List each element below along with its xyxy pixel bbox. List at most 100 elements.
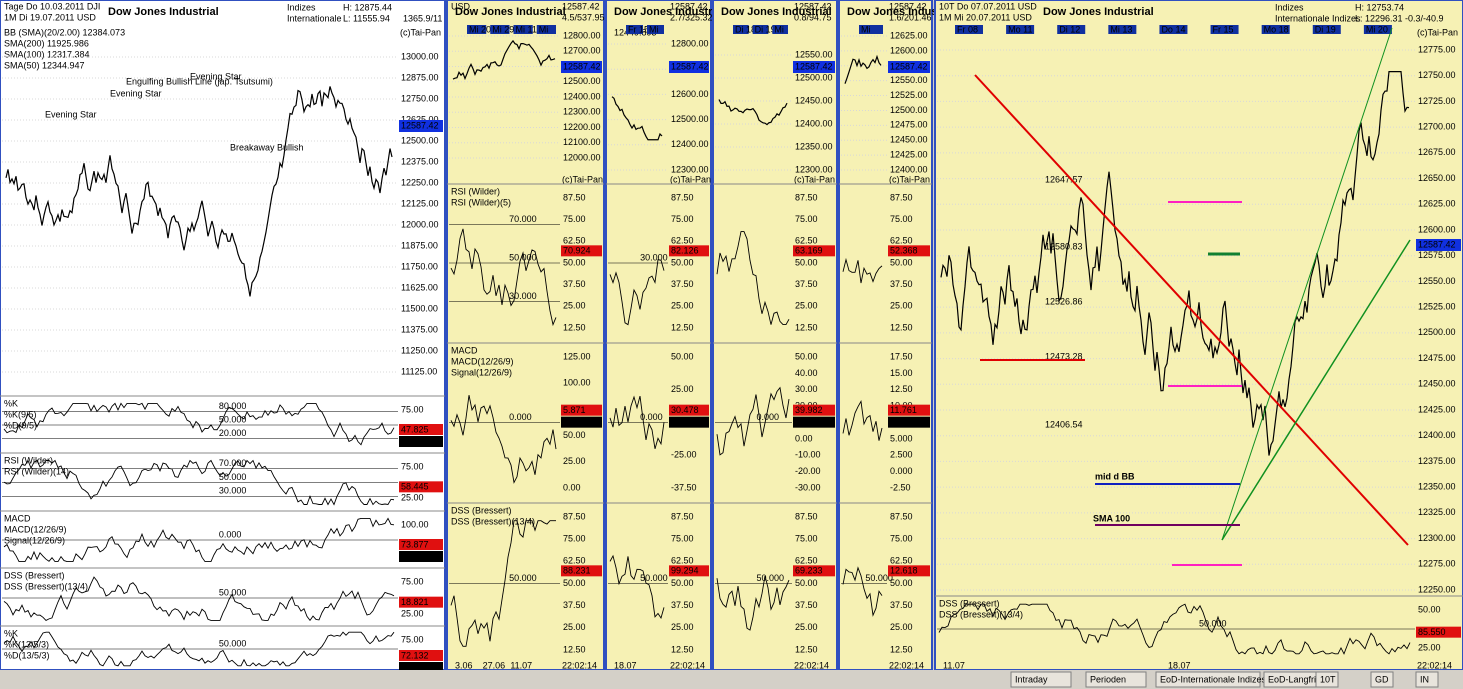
tab-label[interactable]: Perioden — [1090, 674, 1126, 684]
price-tag: 12587.42 — [1418, 239, 1456, 249]
value-tag: 82.126 — [671, 246, 699, 256]
tab[interactable] — [1415, 671, 1439, 688]
y-tick-label: 12100.00 — [563, 137, 601, 147]
sub-tick-label: 75.00 — [401, 576, 424, 586]
panel-title: Dow Jones Industrial — [847, 6, 958, 18]
value-tag-bg — [399, 596, 443, 608]
indicator-label: DSS (Bressert) — [4, 570, 65, 580]
date-chip — [1312, 25, 1341, 34]
sub-tick-label: 37.50 — [890, 600, 913, 610]
tab-label[interactable]: EoD-Langfrist — [1268, 674, 1324, 684]
date-label: Mi 29 — [492, 24, 514, 34]
value-tag: 70.924 — [563, 246, 591, 256]
value-tag-bg — [793, 416, 835, 428]
value-tag: 66.740 — [401, 551, 429, 561]
sub-tick-label: 37.50 — [795, 600, 818, 610]
x-tick-label: 3.06 — [455, 660, 473, 670]
tab[interactable] — [1010, 671, 1072, 688]
copyright: (c)Tai-Pan — [400, 27, 441, 37]
panel-bg — [0, 0, 446, 671]
sub-tick-label: 25.00 — [401, 492, 424, 502]
date-label: Fr 15 — [628, 24, 649, 34]
sub-tick-label: 75.00 — [563, 534, 586, 544]
level-label: 50.000 — [219, 587, 247, 597]
panel-bg — [605, 0, 712, 671]
sub-tick-label: 62.50 — [671, 556, 694, 566]
annotation: Evening Star — [110, 88, 162, 98]
value-tag-bg — [399, 481, 443, 493]
indicator-line — [609, 554, 665, 620]
sub-tick-label: 25.00 — [795, 301, 818, 311]
y-tick-label: 12450.00 — [795, 95, 833, 105]
sub-tick-label: 62.50 — [795, 556, 818, 566]
price-tag: 12587.42 — [401, 120, 439, 130]
sub-tick-label: 25.00 — [563, 456, 586, 466]
value-tag: 58.445 — [401, 482, 429, 492]
header-text: Tage Do 10.03.2011 DJI — [4, 1, 100, 11]
sub-tick-label: 0.00 — [563, 482, 581, 492]
indicator-label: Signal(12/26/9) — [451, 367, 512, 377]
sub-tick-label: 37.50 — [671, 279, 694, 289]
tab-label[interactable]: GD — [1375, 674, 1389, 684]
annotation: 12526.86 — [1045, 296, 1083, 306]
date-label: Mi — [539, 24, 549, 34]
tab[interactable] — [1155, 671, 1261, 688]
indicator-label: DSS (Bressert) — [939, 598, 1000, 608]
level-label: 0.000 — [509, 412, 532, 422]
y-tick-label: 12300.00 — [1418, 533, 1456, 543]
date-label: Mi 13 — [1110, 24, 1132, 34]
legend-entry: BB (SMA)(20/2.00) 12384.073 — [4, 27, 125, 37]
y-tick-label: 12750.00 — [1418, 70, 1456, 80]
sub-tick-label: 17.50 — [890, 351, 913, 361]
price-tag-bg — [1416, 239, 1461, 251]
sub-tick-label: 87.50 — [563, 192, 586, 202]
indicator-label: DSS (Bressert)(13/4) — [4, 581, 88, 591]
y-tick-label: 11750.00 — [401, 261, 438, 271]
tab[interactable] — [1315, 671, 1339, 688]
y-tick-label: 11625.00 — [401, 282, 438, 292]
indicator-label: MACD — [451, 345, 478, 355]
sub-tick-label: 37.50 — [563, 279, 586, 289]
sub-tick-label: -10.00 — [795, 450, 821, 460]
date-label: Di 18 — [735, 24, 756, 34]
date-label: Mi 20 — [469, 24, 491, 34]
annotation: mid d BB — [1095, 471, 1135, 481]
y-tick-label: 12250.00 — [401, 177, 439, 187]
sub-tick-label: 87.50 — [890, 192, 913, 202]
sub-tick-label: 12.50 — [795, 322, 818, 332]
legend-entry: SMA(100) 12317.384 — [4, 49, 90, 59]
value-tag: 30.478 — [671, 405, 699, 415]
tab-label[interactable]: IN — [1420, 674, 1429, 684]
tab-label[interactable]: Intraday — [1015, 674, 1048, 684]
indicator-label: DSS (Bressert)(13/4) — [939, 609, 1023, 619]
y-tick-label: 12500.00 — [1418, 327, 1456, 337]
indicator-label: MACD — [4, 513, 31, 523]
y-tick-label: 12400.00 — [563, 91, 601, 101]
date-chip — [536, 25, 556, 34]
indicator-label: %D(13/5/3) — [4, 650, 50, 660]
y-tick-label: 12425.00 — [890, 149, 928, 159]
header-text: 1M Di 19.07.2011 USD — [4, 12, 96, 22]
tab-label[interactable]: EoD-Internationale Indizes — [1160, 674, 1267, 684]
sub-tick-label: 75.00 — [401, 404, 424, 414]
tab[interactable] — [1085, 671, 1147, 688]
price-tag: 12587.42 — [563, 61, 601, 71]
tab[interactable] — [1370, 671, 1394, 688]
level-label: 50.000 — [509, 573, 537, 583]
sub-tick-label: 75.00 — [890, 534, 913, 544]
x-tick-label: 22:02:14 — [562, 660, 597, 670]
sub-tick-label: 75.00 — [401, 634, 424, 644]
indicator-line — [3, 631, 395, 667]
sub-tick-label: 75.00 — [563, 214, 586, 224]
level-label: 70.000 — [509, 214, 537, 224]
date-label: Di 12 — [1059, 24, 1080, 34]
tab-label[interactable]: 10T — [1320, 674, 1336, 684]
annotation: Breakaway Bullish — [230, 142, 304, 152]
price-tag-bg — [669, 61, 709, 73]
copyright: (c)Tai-Pan — [670, 174, 711, 184]
y-tick-label: 12300.00 — [563, 107, 601, 117]
price-tag-bg — [399, 120, 443, 132]
value-tag: -0.5316 — [563, 417, 594, 427]
indicator-label: %K(9/5) — [4, 409, 37, 419]
